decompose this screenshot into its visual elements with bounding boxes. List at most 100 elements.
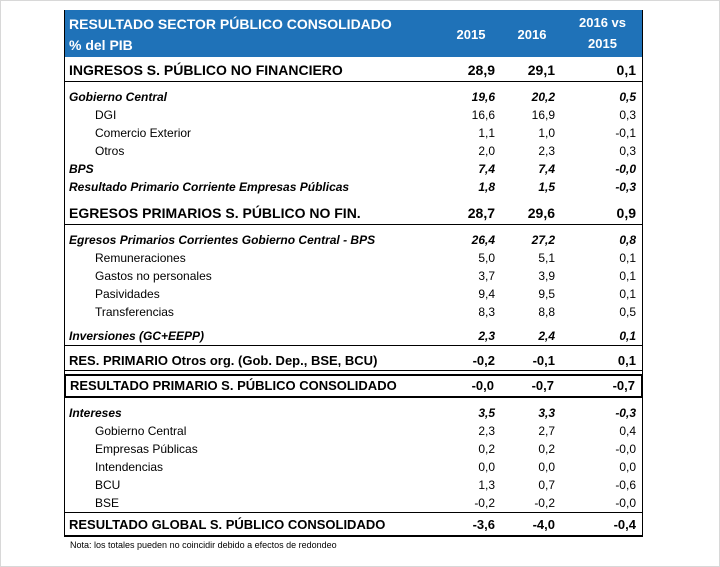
row-label: EGRESOS PRIMARIOS S. PÚBLICO NO FIN.: [69, 205, 361, 221]
value-diff: 0,5: [619, 90, 636, 104]
value-2015: -0,0: [471, 378, 494, 393]
table-header: RESULTADO SECTOR PÚBLICO CONSOLIDADO % d…: [65, 10, 642, 57]
row-label: Transferencias: [95, 305, 174, 319]
row-label: Empresas Públicas: [95, 442, 198, 456]
row-label: RESULTADO GLOBAL S. PÚBLICO CONSOLIDADO: [69, 517, 386, 532]
value-2016: 27,2: [531, 233, 555, 247]
value-diff: -0,3: [615, 406, 636, 420]
value-2015: 3,7: [478, 269, 495, 283]
table-row: Egresos Primarios Corrientes Gobierno Ce…: [65, 231, 642, 249]
value-2016: 7,4: [538, 162, 555, 176]
value-2016: 16,9: [531, 108, 555, 122]
table-border-right: [642, 10, 643, 535]
value-2015: -3,6: [472, 517, 495, 532]
value-2015: 9,4: [478, 287, 495, 301]
value-2015: 2,3: [478, 424, 495, 438]
value-2016: 9,5: [538, 287, 555, 301]
row-label: Egresos Primarios Corrientes Gobierno Ce…: [69, 233, 376, 247]
row-label: BPS: [69, 162, 94, 176]
value-2016: 29,6: [527, 205, 555, 221]
value-2015: 16,6: [471, 108, 495, 122]
table-row: Gastos no personales 3,7 3,9 0,1: [65, 267, 642, 285]
table-subtitle: % del PIB: [69, 37, 133, 53]
footnote: Nota: los totales pueden no coincidir de…: [70, 540, 337, 550]
value-diff: -0,0: [615, 162, 636, 176]
table-row: BCU 1,3 0,7 -0,6: [65, 476, 642, 494]
value-diff: 0,1: [619, 251, 636, 265]
table-row: Comercio Exterior 1,1 1,0 -0,1: [65, 124, 642, 142]
value-2016: 3,3: [538, 406, 555, 420]
col-header-2016: 2016: [517, 27, 547, 42]
table-row: Remuneraciones 5,0 5,1 0,1: [65, 249, 642, 267]
value-diff: 0,3: [619, 144, 636, 158]
value-diff: 0,5: [619, 305, 636, 319]
table-row: Gobierno Central 19,6 20,2 0,5: [65, 88, 642, 106]
value-diff: -0,4: [613, 517, 636, 532]
value-2015: -0,2: [474, 496, 495, 510]
table-row: Transferencias 8,3 8,8 0,5: [65, 303, 642, 321]
value-diff: -0,1: [615, 126, 636, 140]
table-border-left: [64, 10, 65, 535]
value-2016: 5,1: [538, 251, 555, 265]
value-2015: 19,6: [471, 90, 495, 104]
row-label: RESULTADO PRIMARIO S. PÚBLICO CONSOLIDAD…: [70, 378, 397, 393]
value-2015: 1,1: [478, 126, 495, 140]
value-2016: 1,5: [538, 180, 555, 194]
value-diff: 0,8: [619, 233, 636, 247]
table-title: RESULTADO SECTOR PÚBLICO CONSOLIDADO: [69, 16, 392, 32]
value-diff: 0,1: [619, 287, 636, 301]
value-2016: -4,0: [532, 517, 555, 532]
row-label: INGRESOS S. PÚBLICO NO FINANCIERO: [69, 62, 343, 78]
value-2016: 8,8: [538, 305, 555, 319]
value-2015: 3,5: [478, 406, 495, 420]
row-label: Gobierno Central: [69, 90, 168, 104]
row-label: Gastos no personales: [95, 269, 212, 283]
row-label: Inversiones (GC+EEPP): [69, 329, 205, 343]
value-diff: -0,0: [615, 496, 636, 510]
value-2015: 28,7: [467, 205, 495, 221]
table-row: Otros 2,0 2,3 0,3: [65, 142, 642, 160]
table-row: Inversiones (GC+EEPP) 2,3 2,4 0,1: [65, 327, 642, 346]
table-row: BSE -0,2 -0,2 -0,0: [65, 494, 642, 513]
row-label: BCU: [95, 478, 121, 492]
row-label: Comercio Exterior: [95, 126, 192, 140]
row-label: DGI: [95, 108, 117, 122]
value-2016: 1,0: [538, 126, 555, 140]
table-row: RESULTADO PRIMARIO S. PÚBLICO CONSOLIDAD…: [64, 374, 643, 398]
value-2016: 2,3: [538, 144, 555, 158]
value-2015: 0,0: [478, 460, 495, 474]
value-2016: -0,1: [532, 353, 555, 368]
col-header-diff-line1: 2016 vs: [579, 15, 626, 30]
value-diff: 0,9: [616, 205, 636, 221]
table-row: Empresas Públicas 0,2 0,2 -0,0: [65, 440, 642, 458]
value-diff: -0,0: [615, 442, 636, 456]
table-row: Resultado Primario Corriente Empresas Pú…: [65, 178, 642, 196]
col-header-diff-line2: 2015: [588, 36, 617, 51]
value-2015: 0,2: [478, 442, 495, 456]
value-2015: 1,8: [478, 180, 495, 194]
table-row: Gobierno Central 2,3 2,7 0,4: [65, 422, 642, 440]
value-2015: 8,3: [478, 305, 495, 319]
value-diff: 0,1: [619, 329, 636, 343]
value-diff: 0,4: [619, 424, 636, 438]
value-diff: 0,1: [619, 269, 636, 283]
table-row: Intendencias 0,0 0,0 0,0: [65, 458, 642, 476]
table-row: RES. PRIMARIO Otros org. (Gob. Dep., BSE…: [65, 352, 642, 371]
value-2015: 2,0: [478, 144, 495, 158]
value-2016: 3,9: [538, 269, 555, 283]
table-row: DGI 16,6 16,9 0,3: [65, 106, 642, 124]
row-label: Gobierno Central: [95, 424, 187, 438]
value-diff: 0,0: [619, 460, 636, 474]
col-header-2015: 2015: [456, 27, 486, 42]
value-2016: 2,7: [538, 424, 555, 438]
value-2016: 0,2: [538, 442, 555, 456]
value-2016: 29,1: [527, 62, 555, 78]
table-row: Pasividades 9,4 9,5 0,1: [65, 285, 642, 303]
row-label: Intendencias: [95, 460, 164, 474]
value-2015: 28,9: [467, 62, 495, 78]
table-row: BPS 7,4 7,4 -0,0: [65, 160, 642, 178]
value-diff: 0,1: [617, 353, 636, 368]
value-2015: 7,4: [478, 162, 495, 176]
table-border-bottom: [64, 535, 643, 537]
row-label: Otros: [95, 144, 125, 158]
